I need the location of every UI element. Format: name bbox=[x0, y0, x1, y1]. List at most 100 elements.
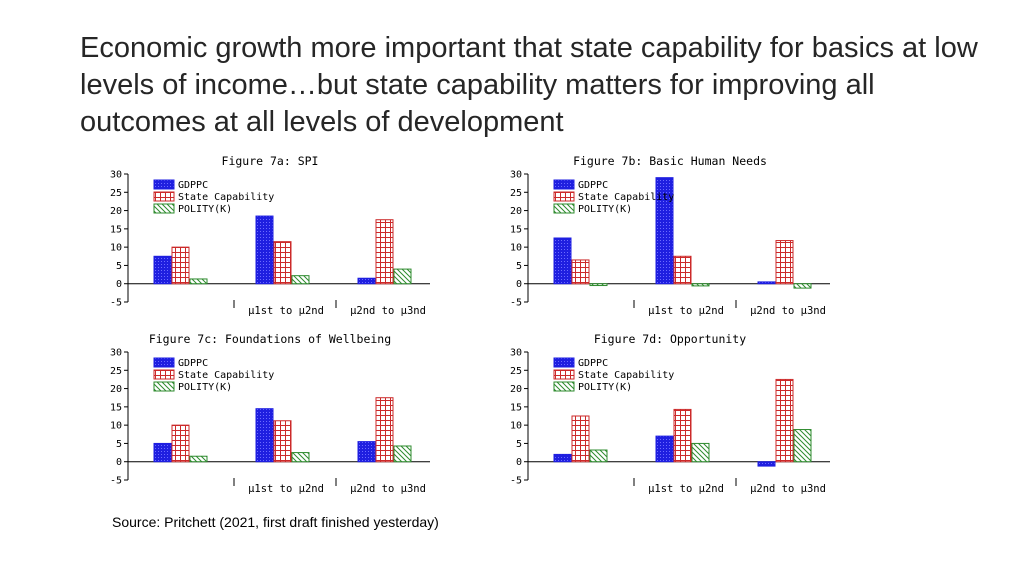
legend-label: State Capability bbox=[578, 192, 674, 203]
y-tick-label: 5 bbox=[516, 261, 522, 272]
legend-label: GDPPC bbox=[578, 180, 608, 191]
bar-polity-k bbox=[189, 455, 208, 463]
y-tick-label: 15 bbox=[110, 402, 122, 413]
chart-7a-spi: Figure 7a: SPI -5 0 5 10 15 20 25 30 μ1st to μ2nd… bbox=[110, 154, 430, 317]
legend-swatch bbox=[153, 191, 175, 202]
bar-state-capability bbox=[375, 219, 394, 285]
bar-state-capability bbox=[273, 241, 292, 285]
slide-title: Economic growth more important that stat… bbox=[80, 32, 978, 138]
chart-title: Figure 7a: SPI bbox=[222, 154, 319, 168]
legend-label: State Capability bbox=[178, 192, 274, 203]
bar-polity-k bbox=[793, 283, 812, 289]
bar-gdppc bbox=[553, 453, 572, 463]
bar-state-capability bbox=[273, 420, 292, 463]
bar-state-capability bbox=[673, 255, 692, 285]
x-category-label: μ1st to μ2nd bbox=[648, 305, 724, 317]
y-tick-label: 10 bbox=[510, 243, 522, 254]
bar-polity-k bbox=[393, 445, 412, 463]
legend-swatch bbox=[553, 191, 575, 202]
bar-polity-k bbox=[793, 429, 812, 463]
bar-polity-k bbox=[393, 268, 412, 285]
legend-swatch bbox=[553, 203, 575, 214]
y-tick-label: 0 bbox=[516, 457, 522, 468]
y-tick-label: 5 bbox=[116, 261, 122, 272]
bar-polity-k bbox=[691, 283, 710, 287]
y-tick-label: -5 bbox=[110, 298, 122, 309]
bar-state-capability bbox=[571, 415, 590, 463]
y-tick-label: -5 bbox=[110, 476, 122, 487]
legend-swatch bbox=[153, 179, 175, 190]
y-tick-label: 25 bbox=[510, 366, 522, 377]
bar-state-capability bbox=[375, 397, 394, 463]
x-category-label: μ2nd to μ3nd bbox=[750, 483, 826, 495]
bar-polity-k bbox=[691, 442, 710, 463]
chart-7d-opportunity: Figure 7d: Opportunity -5 0 5 10 15 20 25 30 μ1st… bbox=[510, 332, 830, 495]
legend-label: GDPPC bbox=[578, 358, 608, 369]
bar-gdppc bbox=[655, 435, 674, 463]
bar-gdppc bbox=[255, 408, 274, 463]
y-tick-label: 20 bbox=[510, 384, 522, 395]
bar-gdppc bbox=[757, 461, 776, 467]
y-tick-label: 0 bbox=[516, 279, 522, 290]
legend-label: POLITY(K) bbox=[178, 382, 232, 393]
bar-state-capability bbox=[775, 240, 794, 285]
chart-7b-basic-human-needs: Figure 7b: Basic Human Needs -5 0 5 10 15 20 25… bbox=[510, 154, 830, 317]
y-tick-label: 25 bbox=[110, 188, 122, 199]
y-tick-label: 15 bbox=[510, 224, 522, 235]
x-category-label: μ1st to μ2nd bbox=[248, 305, 324, 317]
bar-polity-k bbox=[589, 283, 608, 287]
bar-gdppc bbox=[153, 442, 172, 463]
legend-swatch bbox=[553, 381, 575, 392]
x-category-label: μ1st to μ2nd bbox=[248, 483, 324, 495]
y-tick-label: 30 bbox=[510, 348, 522, 359]
x-category-label: μ2nd to μ3nd bbox=[750, 305, 826, 317]
bar-state-capability bbox=[171, 246, 190, 285]
bar-polity-k bbox=[291, 452, 310, 463]
y-tick-label: 30 bbox=[110, 170, 122, 181]
chart-title: Figure 7d: Opportunity bbox=[594, 332, 746, 346]
legend-label: State Capability bbox=[578, 370, 674, 381]
y-tick-label: 25 bbox=[510, 188, 522, 199]
y-tick-label: 20 bbox=[110, 384, 122, 395]
legend-swatch bbox=[553, 369, 575, 380]
y-tick-label: 5 bbox=[116, 439, 122, 450]
y-tick-label: 25 bbox=[110, 366, 122, 377]
bar-state-capability bbox=[673, 408, 692, 463]
y-tick-label: 5 bbox=[516, 439, 522, 450]
legend-swatch bbox=[553, 357, 575, 368]
chart-title: Figure 7c: Foundations of Wellbeing bbox=[149, 332, 391, 346]
y-tick-label: 0 bbox=[116, 457, 122, 468]
bar-polity-k bbox=[189, 278, 208, 285]
x-category-label: μ2nd to μ3nd bbox=[350, 483, 426, 495]
bar-state-capability bbox=[775, 378, 794, 463]
y-tick-label: 10 bbox=[510, 421, 522, 432]
bar-gdppc bbox=[357, 277, 376, 285]
y-tick-label: -5 bbox=[510, 298, 522, 309]
legend-label: GDPPC bbox=[178, 180, 208, 191]
legend-swatch bbox=[153, 203, 175, 214]
y-tick-label: 10 bbox=[110, 243, 122, 254]
y-tick-label: 15 bbox=[510, 402, 522, 413]
bar-gdppc bbox=[153, 255, 172, 285]
bar-polity-k bbox=[291, 275, 310, 285]
legend-swatch bbox=[153, 381, 175, 392]
legend-label: State Capability bbox=[178, 370, 274, 381]
y-tick-label: 20 bbox=[510, 206, 522, 217]
bar-gdppc bbox=[357, 441, 376, 463]
legend-swatch bbox=[153, 369, 175, 380]
chart-7c-foundations-of-wellbeing: Figure 7c: Foundations of Wellbeing -5 0 5 1… bbox=[110, 332, 430, 495]
bar-gdppc bbox=[757, 281, 776, 285]
y-tick-label: 0 bbox=[116, 279, 122, 290]
bar-state-capability bbox=[571, 259, 590, 285]
y-tick-label: 20 bbox=[110, 206, 122, 217]
legend-label: POLITY(K) bbox=[578, 382, 632, 393]
bar-gdppc bbox=[553, 237, 572, 285]
legend-label: POLITY(K) bbox=[178, 204, 232, 215]
bar-polity-k bbox=[589, 449, 608, 463]
legend-label: POLITY(K) bbox=[578, 204, 632, 215]
y-tick-label: 30 bbox=[510, 170, 522, 181]
